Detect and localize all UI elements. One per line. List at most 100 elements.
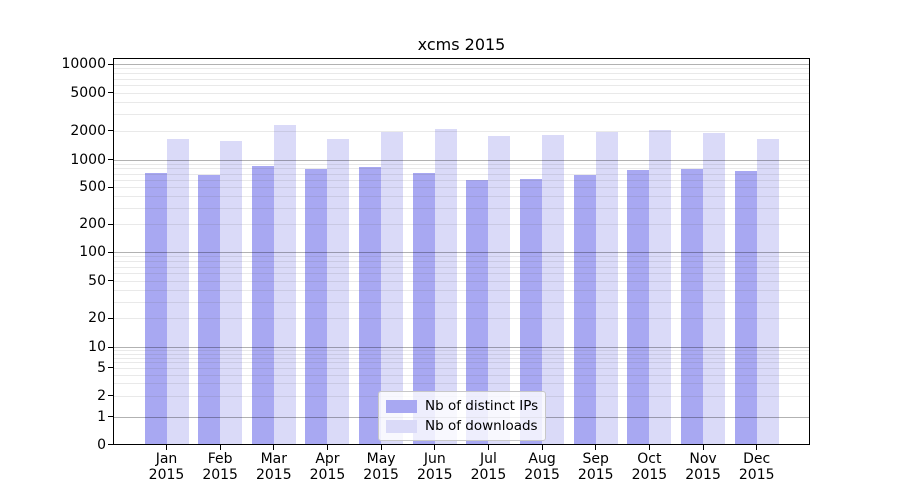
- x-tick-month: Oct: [637, 451, 662, 467]
- x-tick-month: Nov: [689, 451, 717, 467]
- x-tick-year: 2015: [577, 467, 614, 483]
- gridline-minor: [114, 130, 810, 132]
- x-tick-year: 2015: [524, 467, 560, 483]
- bar-nb-of-distinct-ips-apr: [305, 168, 328, 446]
- x-tick-label: Oct 2015: [621, 451, 677, 483]
- y-tick: [108, 346, 113, 348]
- x-tick-year: 2015: [363, 467, 399, 483]
- gridline-minor: [114, 68, 810, 70]
- y-tick-label: 100: [79, 244, 106, 260]
- gridline-minor: [114, 256, 810, 258]
- bar-nb-of-distinct-ips-jul: [466, 180, 489, 446]
- bar-nb-of-downloads-aug: [542, 134, 565, 446]
- gridline-minor: [114, 73, 810, 75]
- legend-label-distinct-ips: Nb of distinct IPs: [425, 398, 539, 414]
- gridline-minor: [114, 207, 810, 209]
- x-tick-label: Mar 2015: [246, 451, 302, 483]
- bar-nb-of-distinct-ips-nov: [681, 168, 704, 446]
- y-tick: [108, 395, 113, 397]
- x-tick-label: Sep 2015: [568, 451, 624, 483]
- gridline-minor: [114, 92, 810, 94]
- y-tick: [108, 317, 113, 319]
- y-tick: [108, 130, 113, 132]
- bar-nb-of-downloads-sep: [595, 132, 618, 446]
- x-tick-label: Apr 2015: [299, 451, 355, 483]
- gridline-minor: [114, 85, 810, 87]
- y-tick-label: 0: [97, 436, 106, 453]
- legend-label-downloads: Nb of downloads: [425, 418, 538, 434]
- bar-nb-of-distinct-ips-sep: [573, 174, 596, 446]
- bar-nb-of-downloads-mar: [273, 124, 296, 446]
- gridline-minor: [114, 383, 810, 385]
- gridline-minor: [114, 301, 810, 303]
- x-tick-year: 2015: [255, 467, 292, 483]
- x-tick-month: Dec: [743, 451, 771, 467]
- x-tick-year: 2015: [202, 467, 238, 483]
- y-tick-label: 20: [88, 310, 106, 327]
- x-tick-year: 2015: [685, 467, 721, 483]
- bar-nb-of-distinct-ips-jun: [412, 172, 435, 446]
- x-tick: [595, 445, 597, 450]
- bar-nb-of-downloads-feb: [220, 141, 243, 446]
- x-tick-month: Jan: [155, 451, 178, 467]
- gridline-minor: [114, 173, 810, 175]
- y-tick-label: 500: [79, 179, 106, 196]
- bar-nb-of-downloads-may: [381, 132, 404, 446]
- gridline-minor: [114, 196, 810, 198]
- y-tick: [108, 63, 113, 65]
- gridline-minor: [114, 102, 810, 103]
- x-tick-month: Mar: [260, 451, 287, 467]
- bar-nb-of-downloads-jan: [166, 138, 189, 446]
- y-tick-label: 2000: [70, 122, 106, 139]
- x-tick-month: Jul: [479, 451, 497, 467]
- y-tick-label: 10000: [61, 56, 106, 72]
- x-tick-year: 2015: [470, 467, 507, 483]
- x-tick-label: Jul 2015: [460, 451, 516, 483]
- chart-title: xcms 2015: [417, 35, 506, 54]
- y-tick-label: 1000: [70, 151, 106, 168]
- y-tick-label: 50: [88, 272, 106, 289]
- bar-nb-of-distinct-ips-may: [359, 166, 382, 446]
- x-tick-year: 2015: [416, 467, 453, 483]
- gridline-minor: [114, 353, 810, 355]
- legend: Nb of distinct IPs Nb of downloads: [378, 391, 547, 441]
- y-tick-label: 5: [97, 359, 106, 376]
- gridline-minor: [114, 280, 810, 282]
- gridline-major: [114, 159, 810, 161]
- gridline-minor: [114, 273, 810, 275]
- y-tick-label: 1: [97, 408, 106, 425]
- x-tick-month: May: [366, 451, 396, 467]
- x-tick: [702, 445, 704, 450]
- x-tick: [219, 445, 221, 450]
- bar-nb-of-distinct-ips-feb: [198, 174, 221, 446]
- x-tick-year: 2015: [148, 467, 185, 483]
- y-tick: [108, 159, 113, 160]
- gridline-minor: [114, 350, 810, 352]
- y-tick-label: 200: [79, 216, 106, 233]
- x-tick: [326, 445, 328, 450]
- bar-nb-of-downloads-jul: [488, 136, 511, 446]
- x-tick-year: 2015: [631, 467, 668, 483]
- gridline-minor: [114, 318, 810, 320]
- x-tick-label: Jan 2015: [139, 451, 195, 483]
- x-tick-label: Jun 2015: [407, 451, 463, 483]
- gridline-minor: [114, 362, 810, 364]
- x-tick-label: Nov 2015: [675, 451, 731, 483]
- x-tick-month: Apr: [315, 451, 340, 467]
- x-tick: [648, 445, 650, 450]
- y-tick: [108, 186, 113, 188]
- gridline-minor: [114, 163, 810, 165]
- bar-nb-of-downloads-apr: [327, 138, 350, 446]
- x-tick-month: Jun: [423, 451, 446, 467]
- gridline-minor: [114, 180, 810, 182]
- x-tick-label: Aug 2015: [514, 451, 570, 483]
- y-tick: [108, 223, 113, 225]
- y-tick: [108, 367, 113, 369]
- x-tick-year: 2015: [738, 467, 775, 483]
- bar-nb-of-distinct-ips-oct: [627, 169, 650, 446]
- gridline-major: [114, 347, 810, 348]
- y-tick: [108, 92, 113, 94]
- x-tick: [380, 445, 382, 450]
- gridline-minor: [114, 168, 810, 170]
